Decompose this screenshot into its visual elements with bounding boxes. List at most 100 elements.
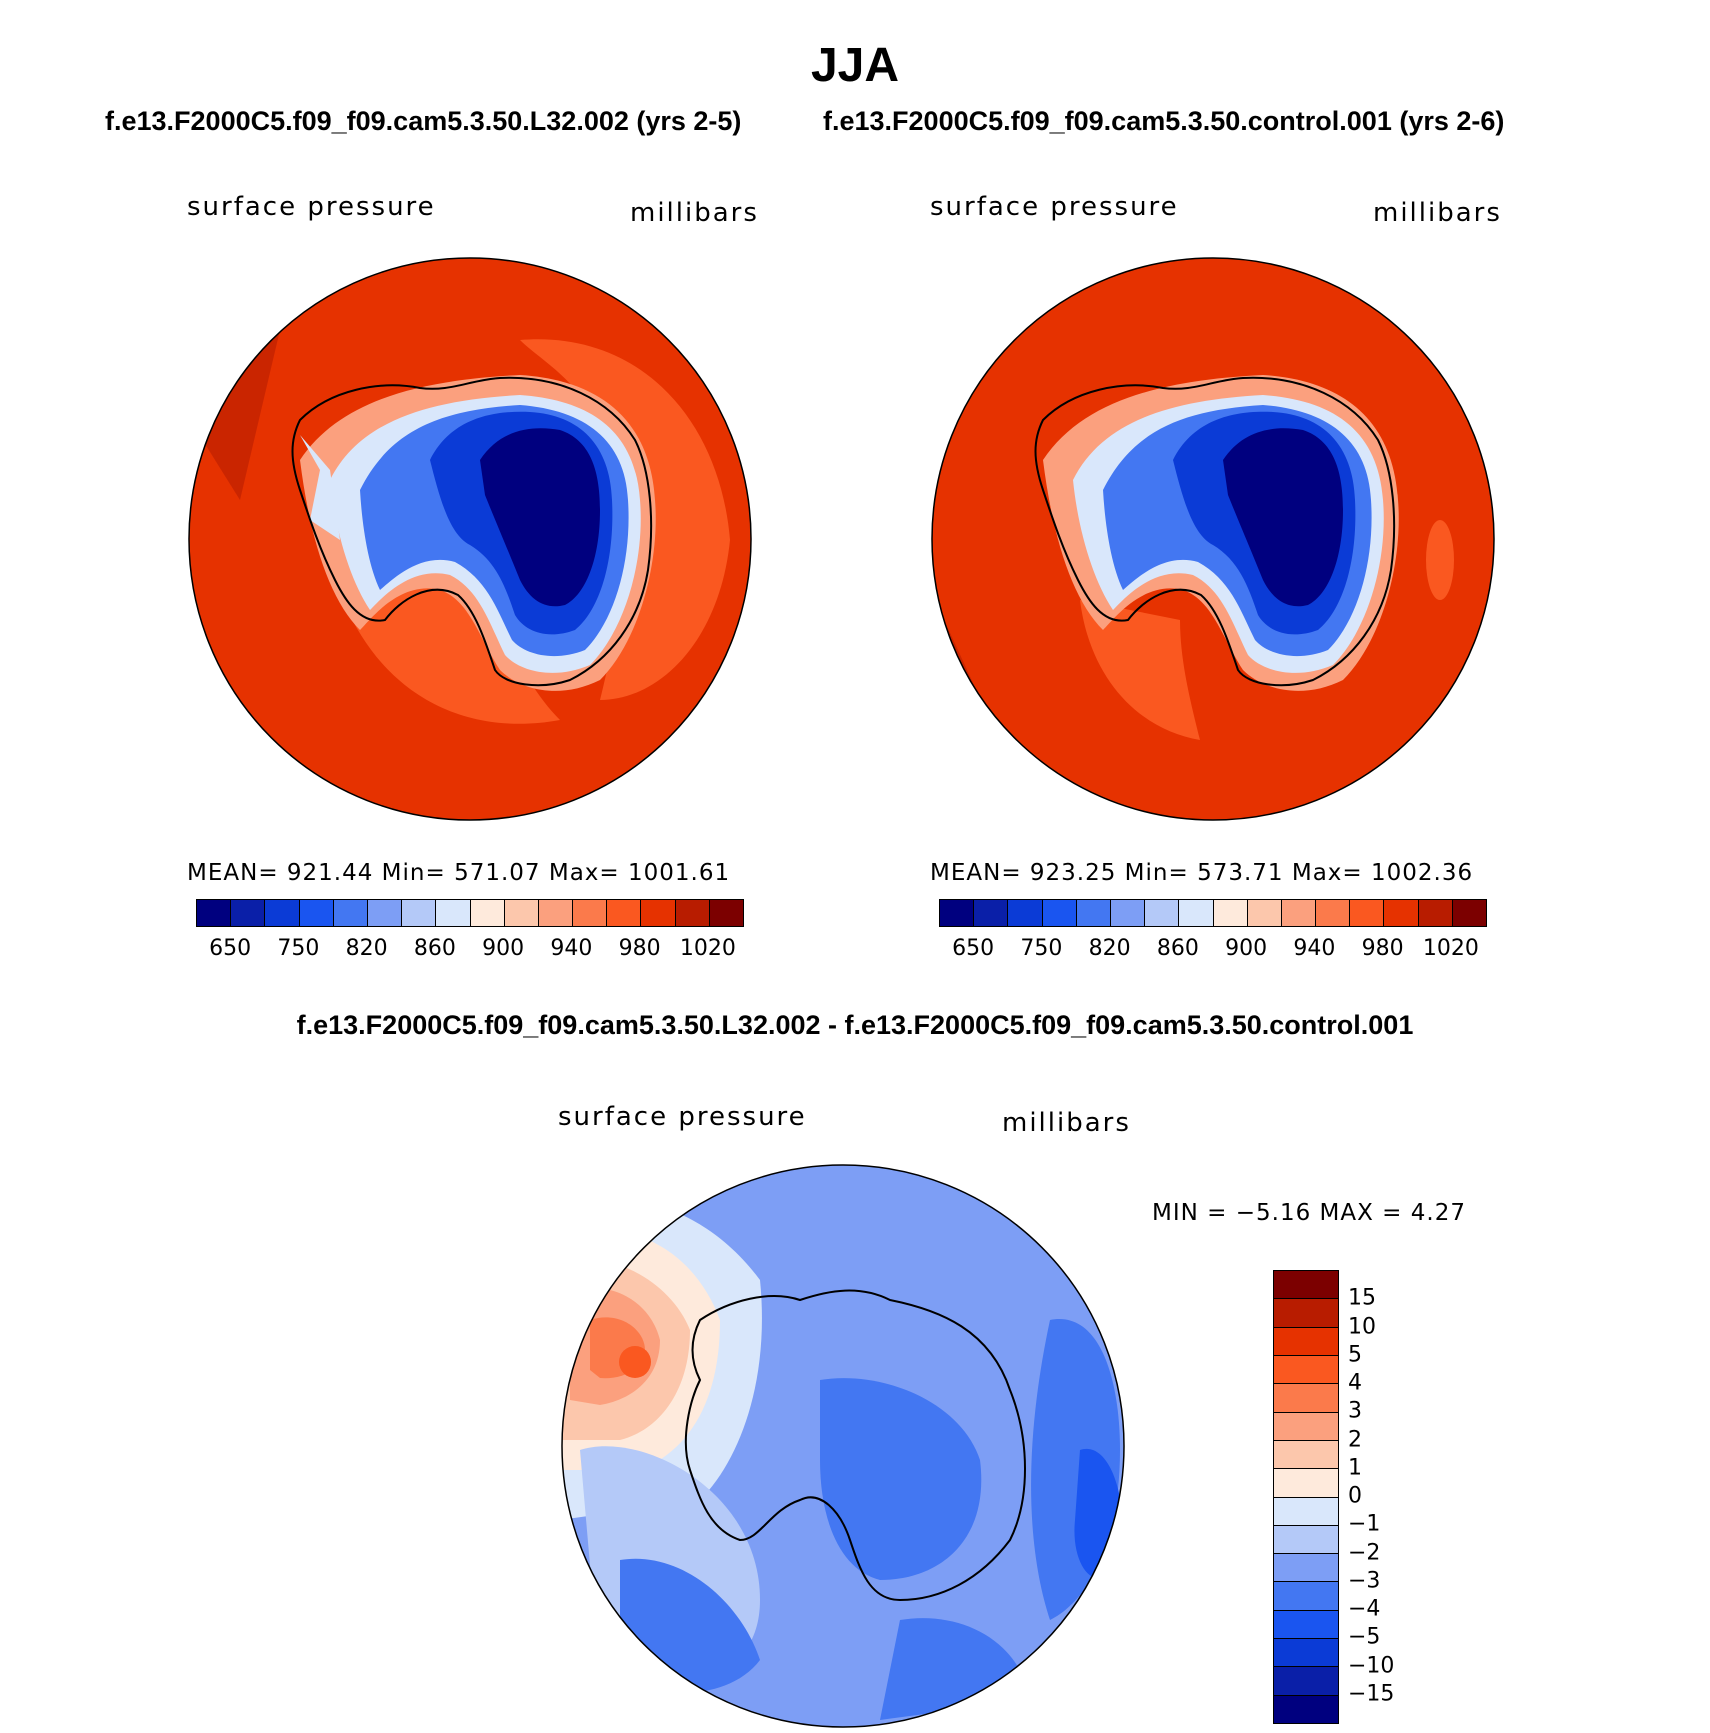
colorbar-tick-label: −10 (1348, 1653, 1395, 1678)
colorbar-swatch (1274, 1610, 1338, 1640)
colorbar-tick-label: 900 (482, 936, 525, 961)
colorbar-swatch (1274, 1554, 1338, 1583)
colorbar-tick-label: −2 (1348, 1540, 1381, 1565)
diff-stats: MIN = −5.16 MAX = 4.27 (1152, 1200, 1466, 1226)
colorbar-swatch (1274, 1695, 1338, 1723)
left-stats: MEAN= 921.44 Min= 571.07 Max= 1001.61 (187, 860, 731, 886)
colorbar-tick-label: 1 (1348, 1455, 1362, 1481)
colorbar-swatch (1042, 900, 1077, 926)
colorbar-tick-label: 820 (345, 936, 388, 961)
colorbar-tick-label: 750 (277, 936, 320, 961)
colorbar-swatch (504, 900, 539, 926)
diff-variable-label: surface pressure (558, 1102, 807, 1132)
diff-units-label: millibars (1002, 1108, 1131, 1138)
colorbar-tick-label: 860 (413, 936, 456, 961)
colorbar-swatch (1274, 1469, 1338, 1498)
left-colorbar-ticks: 650 750 820 860 900 940 980 1020 (196, 936, 742, 966)
left-case-title: f.e13.F2000C5.f09_f09.cam5.3.50.L32.002 … (105, 106, 742, 136)
right-variable-label: surface pressure (930, 192, 1179, 222)
colorbar-tick-label: −1 (1348, 1511, 1381, 1537)
colorbar-swatch (1145, 900, 1180, 926)
colorbar-swatch (1274, 1440, 1338, 1470)
colorbar-tick-label: 980 (618, 936, 661, 961)
colorbar-tick-label: 750 (1020, 936, 1063, 961)
colorbar-swatch (1110, 900, 1146, 926)
colorbar-tick-label: 4 (1348, 1370, 1362, 1396)
diff-colorbar (1273, 1270, 1339, 1724)
left-colorbar (196, 899, 744, 927)
colorbar-swatch (1274, 1299, 1338, 1328)
colorbar-tick-label: 650 (209, 936, 252, 961)
colorbar-swatch (367, 900, 403, 926)
colorbar-swatch (1384, 900, 1419, 926)
colorbar-tick-label: −5 (1348, 1624, 1381, 1650)
diff-title: f.e13.F2000C5.f09_f09.cam5.3.50.L32.002 … (296, 1010, 1414, 1040)
colorbar-swatch (709, 900, 743, 926)
colorbar-swatch (470, 900, 505, 926)
colorbar-swatch (1008, 900, 1043, 926)
colorbar-swatch (1274, 1327, 1338, 1356)
colorbar-swatch (1274, 1384, 1338, 1413)
colorbar-tick-label: 5 (1348, 1342, 1362, 1368)
colorbar-swatch (573, 900, 608, 926)
colorbar-swatch (1316, 900, 1351, 926)
colorbar-swatch (197, 900, 232, 926)
colorbar-tick-label: 2 (1348, 1427, 1362, 1452)
colorbar-swatch (1179, 900, 1214, 926)
colorbar-tick-label: 10 (1348, 1314, 1376, 1339)
diff-polar-map (561, 1164, 1125, 1728)
colorbar-swatch (1274, 1639, 1338, 1668)
colorbar-swatch (1274, 1271, 1338, 1300)
right-units-label: millibars (1373, 198, 1502, 228)
colorbar-swatch (333, 900, 368, 926)
right-colorbar-ticks: 650 750 820 860 900 940 980 1020 (939, 936, 1485, 966)
colorbar-swatch (974, 900, 1009, 926)
colorbar-swatch (675, 900, 710, 926)
colorbar-tick-label: 940 (1293, 936, 1336, 961)
colorbar-swatch (1281, 900, 1317, 926)
colorbar-tick-label: 980 (1361, 936, 1404, 961)
colorbar-tick-label: 820 (1088, 936, 1131, 961)
colorbar-swatch (1213, 900, 1248, 926)
colorbar-tick-label: 15 (1348, 1285, 1376, 1311)
colorbar-swatch (299, 900, 334, 926)
colorbar-swatch (231, 900, 266, 926)
colorbar-tick-label: 3 (1348, 1398, 1362, 1424)
colorbar-tick-label: 860 (1156, 936, 1199, 961)
colorbar-tick-label: −4 (1348, 1596, 1381, 1622)
colorbar-swatch (1274, 1412, 1338, 1441)
colorbar-swatch (1274, 1582, 1338, 1611)
right-polar-map (931, 257, 1495, 821)
colorbar-swatch (940, 900, 975, 926)
colorbar-swatch (1452, 900, 1486, 926)
colorbar-swatch (1418, 900, 1453, 926)
colorbar-swatch (265, 900, 300, 926)
colorbar-swatch (1274, 1525, 1338, 1555)
right-stats: MEAN= 923.25 Min= 573.71 Max= 1002.36 (930, 860, 1474, 886)
colorbar-swatch (1076, 900, 1111, 926)
colorbar-tick-label: 940 (550, 936, 593, 961)
colorbar-swatch (538, 900, 574, 926)
right-colorbar (939, 899, 1487, 927)
colorbar-tick-label: 1020 (1422, 936, 1479, 961)
right-case-title: f.e13.F2000C5.f09_f09.cam5.3.50.control.… (823, 106, 1505, 136)
diff-colorbar-ticks: 15 10 5 4 3 2 1 0 −1 −2 −3 −4 −5 −10 −15 (1348, 1270, 1428, 1722)
colorbar-swatch (1274, 1355, 1338, 1385)
colorbar-swatch (607, 900, 642, 926)
colorbar-tick-label: 0 (1348, 1483, 1362, 1509)
left-polar-map (188, 257, 752, 821)
colorbar-swatch (1274, 1667, 1338, 1696)
colorbar-tick-label: 900 (1225, 936, 1268, 961)
figure-title: JJA (810, 39, 900, 92)
colorbar-swatch (1350, 900, 1385, 926)
colorbar-tick-label: −3 (1348, 1568, 1381, 1594)
colorbar-swatch (1274, 1497, 1338, 1526)
colorbar-swatch (402, 900, 437, 926)
colorbar-swatch (641, 900, 676, 926)
colorbar-tick-label: −15 (1348, 1681, 1395, 1707)
colorbar-tick-label: 1020 (679, 936, 736, 961)
colorbar-swatch (436, 900, 471, 926)
left-units-label: millibars (630, 198, 759, 228)
colorbar-tick-label: 650 (952, 936, 995, 961)
